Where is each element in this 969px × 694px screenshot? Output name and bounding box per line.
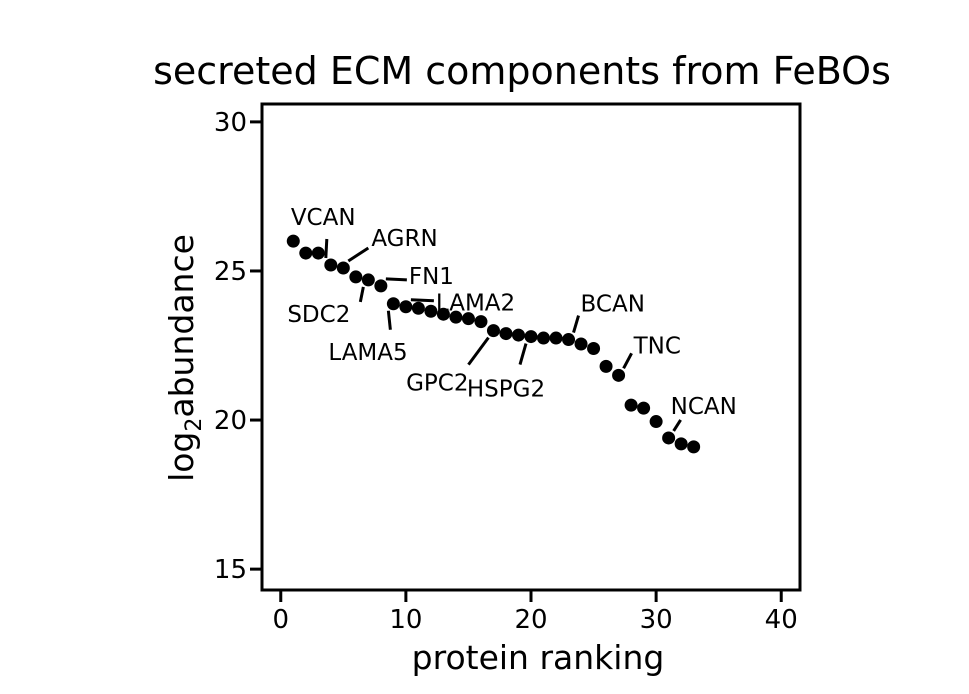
annotation-leader-line <box>672 419 682 432</box>
data-point <box>662 431 676 445</box>
annotation-label: TNC <box>633 333 681 359</box>
chart-title: secreted ECM components from FeBOs <box>153 49 891 93</box>
x-axis-title: protein ranking <box>412 638 665 677</box>
y-axis-title-main: log <box>162 432 201 482</box>
annotation-leader-line <box>347 246 370 263</box>
annotation-leader-line <box>467 336 490 366</box>
data-point <box>411 301 425 315</box>
y-tick-label: 20 <box>214 406 247 436</box>
data-point <box>299 246 313 260</box>
data-point <box>574 337 588 351</box>
x-tick-label: 0 <box>272 605 289 635</box>
x-tick-label: 40 <box>765 605 798 635</box>
data-point <box>537 331 551 345</box>
annotation-leader-line <box>358 286 365 303</box>
annotation-label: LAMA2 <box>436 291 515 317</box>
data-point <box>612 368 626 382</box>
data-point <box>549 331 563 345</box>
annotation-label: GPC2 <box>406 371 468 397</box>
annotation-leader-line <box>572 315 580 333</box>
y-tick-label: 15 <box>214 555 247 585</box>
y-axis-title-rest: abundance <box>162 234 201 418</box>
data-point <box>424 304 438 318</box>
annotation-label: FN1 <box>409 264 454 290</box>
annotation-leader-line <box>324 238 329 259</box>
annotation-label: BCAN <box>581 292 645 318</box>
annotation-leader-line <box>518 343 528 365</box>
x-axis: 0 10 20 30 40 <box>272 590 798 635</box>
data-point <box>524 330 538 344</box>
x-tick-label: 10 <box>389 605 422 635</box>
annotation-leader-line <box>386 310 392 330</box>
data-point <box>511 328 525 342</box>
data-point <box>349 270 363 284</box>
annotation-label: AGRN <box>371 226 437 252</box>
data-point <box>587 341 601 355</box>
annotation-label: LAMA5 <box>328 340 407 366</box>
data-point <box>499 327 513 341</box>
data-point <box>687 440 701 454</box>
data-point <box>461 312 475 326</box>
data-point <box>386 297 400 311</box>
data-point <box>336 261 350 275</box>
data-point <box>674 437 688 451</box>
data-point <box>324 258 338 272</box>
annotation-leader-line <box>385 277 407 282</box>
x-tick-label: 20 <box>514 605 547 635</box>
data-point <box>562 333 576 347</box>
y-tick-label: 25 <box>214 257 247 287</box>
data-point <box>374 279 388 293</box>
annotation-leader-line <box>410 298 434 303</box>
annotation-leader-line <box>622 352 633 370</box>
data-point <box>599 359 613 373</box>
data-point <box>436 307 450 321</box>
y-axis-title-subscript: 2 <box>182 418 207 432</box>
data-point <box>361 273 375 287</box>
annotation-label: VCAN <box>291 205 356 231</box>
x-tick-label: 30 <box>640 605 673 635</box>
y-axis-title: log2abundance <box>162 234 207 482</box>
data-point <box>486 324 500 338</box>
y-tick-label: 30 <box>214 108 247 138</box>
data-points <box>286 234 701 454</box>
y-axis: 15 20 25 30 <box>214 108 262 585</box>
data-point <box>637 401 651 415</box>
data-point <box>399 300 413 314</box>
annotation-label: NCAN <box>671 394 737 420</box>
data-point <box>449 310 463 324</box>
annotation-leaders <box>324 238 682 432</box>
data-point <box>649 415 663 429</box>
data-point <box>624 398 638 412</box>
data-point <box>474 315 488 329</box>
data-point <box>286 234 300 248</box>
data-point <box>311 246 325 260</box>
annotation-label: SDC2 <box>287 302 350 328</box>
annotation-label: HSPG2 <box>467 377 545 403</box>
